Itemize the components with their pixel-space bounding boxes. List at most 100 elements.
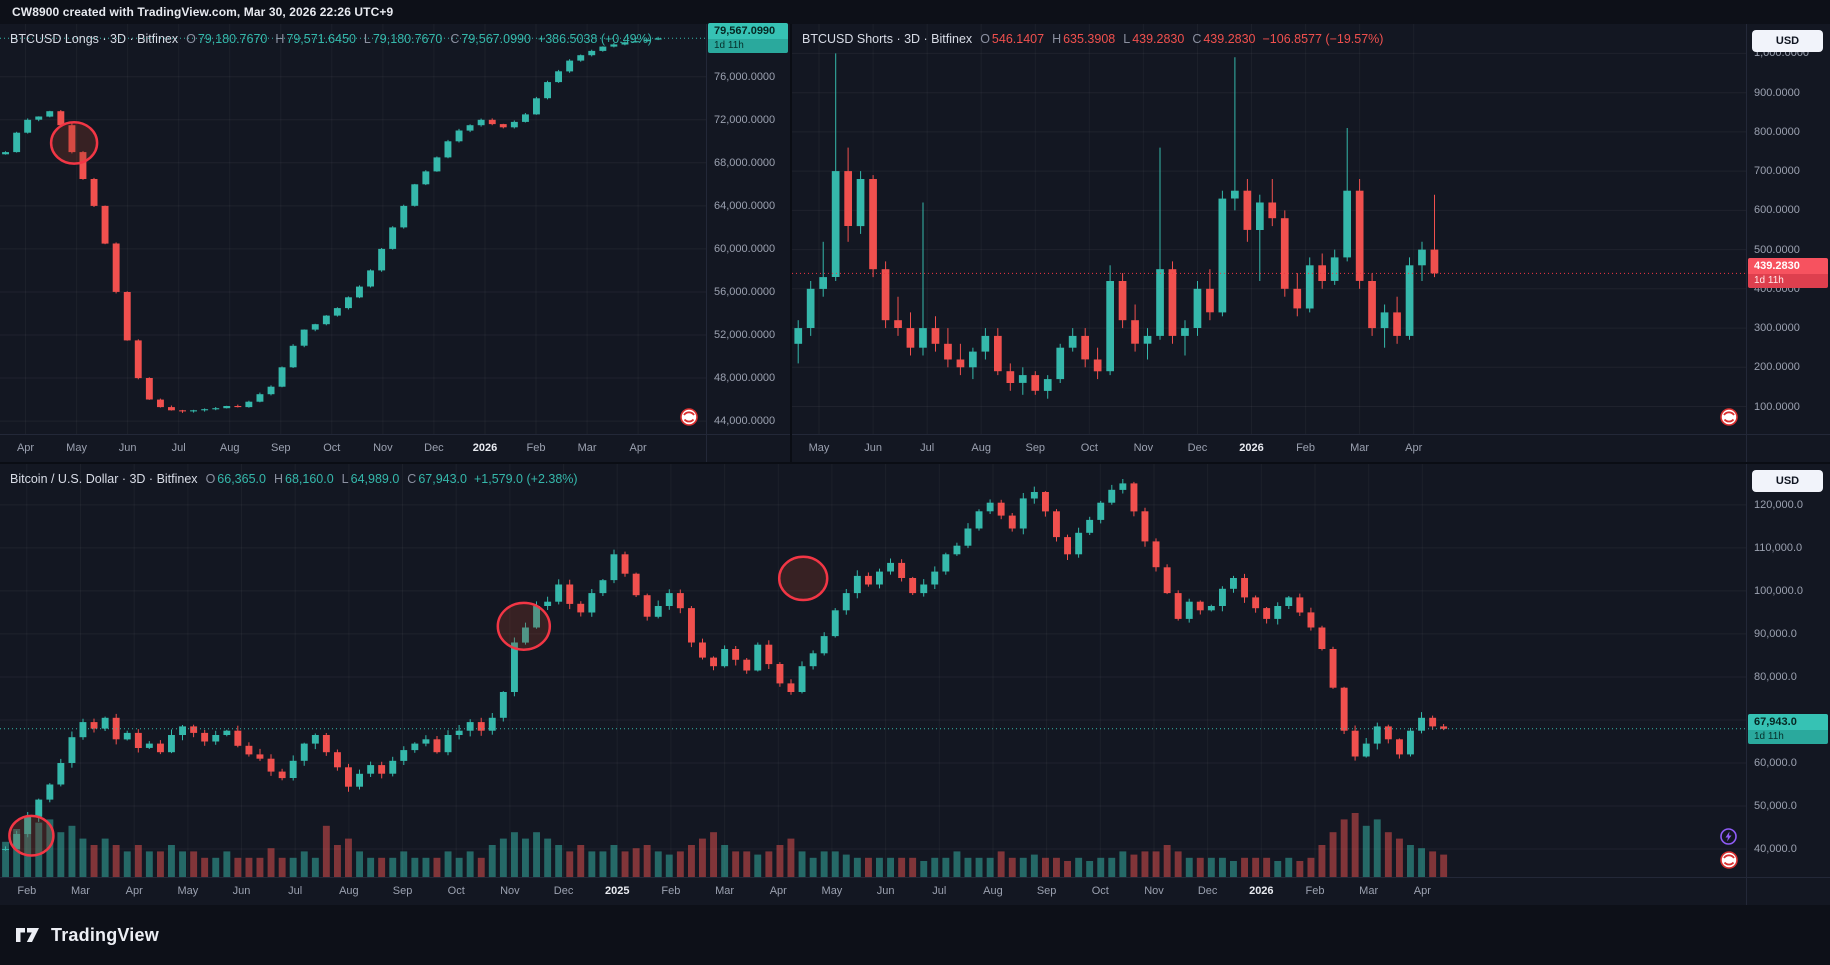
time-axis[interactable]: Apr May Jun Jul Aug Sep Oct Nov Dec 2026 Feb Mar Apr — [0, 434, 706, 462]
symbol-title[interactable]: BTCUSD Longs · 3D · Bitfinex — [10, 32, 179, 46]
time-axis[interactable]: May Jun Jul Aug Sep Oct Nov Dec 2026 Feb Mar Apr — [792, 434, 1746, 462]
time-tick-label: Sep — [392, 885, 413, 897]
axis-corner — [1746, 877, 1830, 905]
candles-svg[interactable] — [0, 24, 706, 434]
exchange-logo-icon[interactable] — [680, 408, 698, 426]
currency-unit-button[interactable]: USD — [1752, 30, 1823, 52]
low-value: 439.2830 — [1132, 32, 1185, 46]
price-tick-label: 700.0000 — [1754, 165, 1800, 178]
ohlc-key-close: C — [407, 472, 417, 486]
time-tick-label: Feb — [526, 442, 546, 454]
tradingview-logo-icon[interactable] — [14, 925, 42, 945]
time-tick-label: Dec — [553, 885, 574, 897]
plot-area[interactable]: BTCUSD Longs · 3D · Bitfinex O 79,180.767… — [0, 24, 706, 434]
time-axis[interactable]: Feb Mar Apr May Jun Jul Aug Sep Oct Nov Dec 2025 Feb… — [0, 877, 1746, 905]
price-tick-label: 52,000.0000 — [714, 328, 776, 341]
open-value: 546.1407 — [991, 32, 1045, 46]
high-value: 68,160.0 — [285, 472, 334, 486]
current-price-tag: 67,943.0 1d 11h — [1748, 713, 1828, 744]
close-value: 67,943.0 — [418, 472, 467, 486]
circle-annotation[interactable] — [49, 120, 99, 165]
price-tick-label: 76,000.0000 — [714, 70, 776, 83]
candles-svg[interactable] — [792, 24, 1746, 434]
chart-pane-btcusd-shorts: BTCUSD Shorts · 3D · Bitfinex O 546.1407 … — [790, 24, 1830, 462]
time-tick-label: Sep — [270, 442, 291, 454]
open-value: 66,365.0 — [217, 472, 266, 486]
time-tick-label: Apr — [1405, 442, 1423, 454]
time-tick-label: Dec — [424, 442, 444, 454]
change-value: +386.5038 (+0.49%) — [537, 32, 652, 46]
tag-price: 67,943.0 — [1748, 713, 1828, 730]
price-tick-label: 120,000.0 — [1754, 498, 1803, 511]
tag-price: 439.2830 — [1748, 258, 1828, 275]
time-tick-label: Jul — [171, 442, 186, 454]
time-tick-label: Jun — [864, 442, 882, 454]
price-tick-label: 500.0000 — [1754, 243, 1800, 256]
time-tick-label: Mar — [1359, 885, 1379, 897]
price-tick-label: 64,000.0000 — [714, 199, 776, 212]
price-axis[interactable]: USD 79,567.0990 1d 11h 76,000.000072,000… — [706, 23, 790, 434]
price-tick-label: 50,000.0 — [1754, 800, 1797, 813]
time-tick-label: Feb — [1296, 442, 1316, 454]
time-tick-label: May — [808, 442, 830, 454]
time-tick-label: May — [821, 885, 843, 897]
topbar: CW8900 created with TradingView.com, Mar… — [0, 0, 1830, 24]
time-tick-label: Oct — [1080, 442, 1098, 454]
change-value: −106.8577 (−19.57%) — [1262, 32, 1384, 46]
tag-countdown: 1d 11h — [1748, 274, 1828, 289]
currency-unit-button[interactable]: USD — [1752, 470, 1823, 492]
close-value: 79,567.0990 — [461, 32, 531, 46]
candles — [794, 53, 1439, 399]
tag-countdown: 1d 11h — [708, 39, 788, 54]
ohlc-key-low: L — [1123, 32, 1131, 46]
price-tick-label: 100.0000 — [1754, 400, 1800, 413]
tag-price: 79,567.0990 — [708, 23, 788, 40]
exchange-logo-icon[interactable] — [1720, 851, 1738, 869]
time-tick-label: Apr — [1413, 885, 1431, 897]
plot-area[interactable]: BTCUSD Shorts · 3D · Bitfinex O 546.1407 … — [792, 24, 1746, 434]
price-tick-label: 900.0000 — [1754, 86, 1800, 99]
candles-svg[interactable] — [0, 464, 1746, 877]
close-value: 439.2830 — [1203, 32, 1256, 46]
price-tick-label: 48,000.0000 — [714, 372, 776, 385]
axis-corner — [1746, 434, 1830, 462]
time-tick-label: Sep — [1036, 885, 1057, 897]
circle-annotation[interactable] — [777, 555, 829, 602]
candles — [2, 479, 1448, 852]
ohlc-key-low: L — [341, 472, 349, 486]
time-tick-label: Mar — [1350, 442, 1370, 454]
price-axis[interactable]: USD 439.2830 1d 11h 1,000.0000 900.0000 80… — [1746, 24, 1830, 434]
circle-annotation[interactable] — [496, 601, 552, 651]
price-tick-label: 90,000.0 — [1754, 627, 1797, 640]
low-value: 79,180.7670 — [372, 32, 443, 46]
time-tick-label: Dec — [1197, 885, 1218, 897]
ohlc-key-high: H — [273, 472, 283, 486]
price-tick-label: 60,000.0 — [1754, 756, 1797, 769]
price-tick-label: 200.0000 — [1754, 361, 1800, 374]
price-axis[interactable]: USD 67,943.0 1d 11h 120,000.0 110,000.0 10… — [1746, 464, 1830, 877]
chart-legend[interactable]: BTCUSD Shorts · 3D · Bitfinex O 546.1407 … — [802, 32, 1383, 46]
low-value: 64,989.0 — [350, 472, 400, 486]
time-tick-label: Aug — [339, 885, 359, 897]
symbol-title[interactable]: Bitcoin / U.S. Dollar · 3D · Bitfinex — [10, 472, 198, 486]
tradingview-wordmark[interactable]: TradingView — [51, 924, 159, 945]
time-tick-label: Feb — [1305, 885, 1325, 897]
symbol-title[interactable]: BTCUSD Shorts · 3D · Bitfinex — [802, 32, 973, 46]
time-tick-label: Jul — [932, 885, 947, 897]
open-value: 79,180.7670 — [197, 32, 268, 46]
time-tick-label: Jun — [232, 885, 251, 897]
exchange-logo-icon[interactable] — [1720, 408, 1738, 426]
time-tick-label: Aug — [983, 885, 1003, 897]
boost-icon[interactable] — [1720, 828, 1737, 845]
circle-annotation[interactable] — [8, 814, 55, 857]
price-tick-label: 800.0000 — [1754, 125, 1800, 138]
chart-legend[interactable]: BTCUSD Longs · 3D · Bitfinex O 79,180.767… — [10, 32, 652, 46]
time-tick-label: Apr — [769, 885, 787, 897]
time-tick-label: Jul — [288, 885, 303, 897]
time-tick-label: Dec — [1187, 442, 1208, 454]
time-tick-label: Jun — [118, 442, 137, 454]
time-tick-label: Apr — [629, 442, 647, 454]
time-tick-label: May — [66, 442, 87, 454]
